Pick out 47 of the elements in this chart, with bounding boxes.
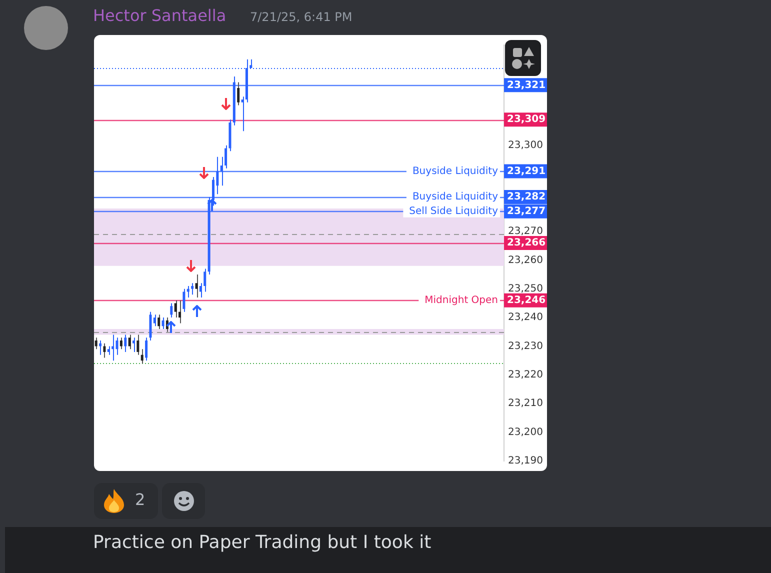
candlestick [132,337,135,352]
candlestick [112,334,114,362]
text: Practice on Paper Trading but I took it [93,532,432,553]
y-tick-label: 23,240 [508,312,544,324]
y-tick-label: 23,300 [508,140,544,152]
candlestick [124,334,127,352]
text: 2 [135,490,146,509]
annotation: 23,282 [507,192,546,203]
candlestick [191,282,194,296]
y-tick-label: 23,220 [508,370,544,381]
y-tick-label: 23,250 [508,283,544,294]
ref-line-label: Sell Side Liquidity [409,206,498,217]
candlestick [94,337,98,350]
candlestick [149,311,152,342]
annotation: 23,246 [507,294,546,306]
y-tick-label: 23,260 [508,254,544,266]
y-tick-label: 23,230 [508,340,544,352]
candlestick [103,342,106,358]
candlestick [145,337,148,362]
annotation: 23,291 [507,166,546,177]
candlestick [170,302,173,318]
candlestick [116,337,118,356]
candlestick [153,314,156,327]
candlestick [174,300,177,318]
annotation: 23,277 [507,206,546,217]
ref-line-label: Buyside Liquidity [412,166,498,177]
candlestick [178,300,182,324]
annotation: 23,266 [507,238,546,249]
candlestick [158,314,160,330]
y-tick-label: 23,190 [508,456,544,467]
text: Hector Santaella [93,6,226,25]
y-tick-label: 23,270 [508,226,544,238]
y-tick-label: 23,210 [508,398,544,410]
candlestick [120,337,122,350]
annotation: 23,309 [507,114,546,126]
candlestick [136,334,140,356]
candlestick [162,317,164,330]
text: 7/21/25, 6:41 PM [250,10,352,24]
candlestick [195,274,198,298]
candlestick [140,348,144,364]
ref-line-label: Midnight Open [424,294,498,306]
candlestick [182,288,186,312]
candlestick [128,334,131,350]
annotation: 23,321 [507,80,546,91]
y-tick-label: 23,200 [508,426,544,438]
ref-line-label: Buyside Liquidity [412,192,498,203]
candlestick [237,82,240,106]
